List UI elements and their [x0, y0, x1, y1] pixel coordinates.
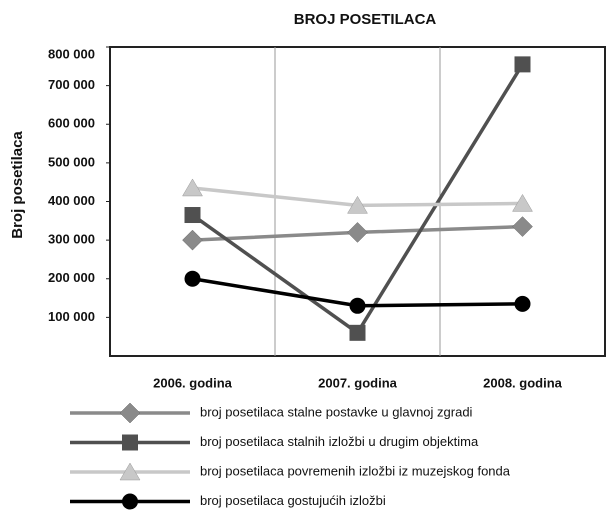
y-axis-label: Broj posetilaca	[9, 131, 26, 239]
marker-triangle	[512, 193, 533, 212]
y-tick-label: 300 000	[48, 232, 95, 247]
marker-diamond	[119, 402, 141, 424]
marker-square	[514, 56, 531, 73]
y-tick-label: 500 000	[48, 154, 95, 169]
legend-label: broj posetilaca stalne postavke u glavno…	[200, 404, 473, 419]
marker-circle	[349, 297, 366, 314]
y-tick-label: 600 000	[48, 116, 95, 131]
y-tick-label: 200 000	[48, 270, 95, 285]
y-tick-label: 400 000	[48, 193, 95, 208]
y-tick-label: 700 000	[48, 77, 95, 92]
legend-label: broj posetilaca povremenih izložbi iz mu…	[200, 463, 511, 478]
legend-label: broj posetilaca gostujućih izložbi	[200, 493, 386, 508]
marker-square	[122, 434, 138, 451]
marker-square	[349, 324, 366, 341]
marker-square	[184, 207, 201, 224]
marker-diamond	[512, 216, 533, 237]
marker-triangle	[119, 462, 141, 481]
chart-title: BROJ POSETILACA	[294, 11, 437, 28]
x-tick-label: 2007. godina	[318, 375, 398, 390]
marker-diamond	[182, 229, 203, 251]
marker-circle	[514, 295, 531, 312]
legend-label: broj posetilaca stalnih izložbi u drugim…	[200, 434, 479, 449]
marker-circle	[184, 270, 201, 287]
marker-circle	[122, 493, 138, 510]
y-tick-label: 800 000	[48, 46, 95, 61]
x-tick-label: 2008. godina	[483, 375, 563, 390]
marker-diamond	[347, 222, 368, 243]
y-tick-label: 100 000	[48, 309, 95, 324]
marker-triangle	[182, 178, 203, 197]
x-tick-label: 2006. godina	[153, 375, 233, 390]
marker-triangle	[347, 195, 368, 214]
